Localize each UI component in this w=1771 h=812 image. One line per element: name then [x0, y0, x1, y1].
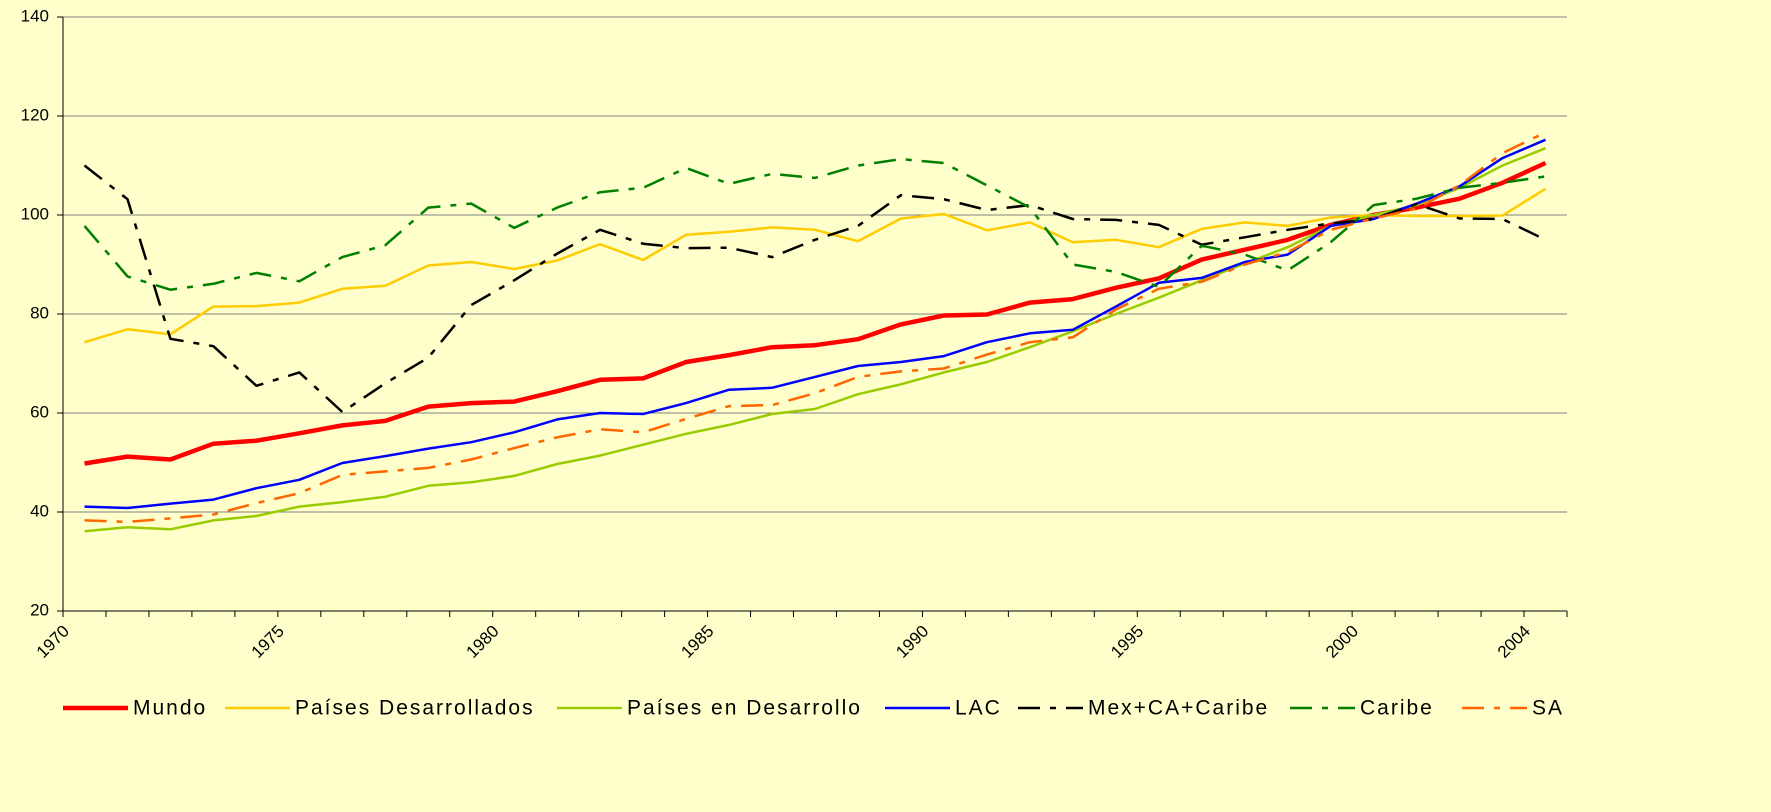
series-line	[83, 157, 1546, 291]
legend-label: LAC	[955, 697, 1002, 720]
legend-label: SA	[1532, 697, 1564, 720]
legend-label: Caribe	[1360, 697, 1434, 720]
y-tick-label: 40	[30, 501, 49, 520]
x-tick-label: 1970	[33, 622, 73, 662]
x-tick-label: 2000	[1322, 622, 1362, 662]
legend-label: Países en Desarrollo	[627, 697, 862, 720]
legend-label: Mundo	[133, 697, 207, 720]
series-line	[84, 147, 1546, 533]
series-line	[84, 160, 1547, 466]
y-tick-label: 120	[21, 105, 49, 124]
y-tick-label: 140	[21, 6, 49, 25]
y-tick-label: 60	[30, 402, 49, 421]
series-line	[84, 187, 1547, 344]
series-line	[83, 164, 1547, 414]
x-tick-label: 1995	[1107, 622, 1147, 662]
y-tick-label: 80	[30, 303, 49, 322]
x-tick-label: 2004	[1494, 622, 1534, 662]
x-tick-label: 1980	[463, 622, 503, 662]
y-tick-label: 100	[21, 204, 49, 223]
legend-label: Países Desarrollados	[295, 697, 535, 720]
series-line	[84, 138, 1546, 510]
x-tick-label: 1990	[892, 622, 932, 662]
x-tick-label: 1985	[677, 622, 717, 662]
x-tick-label: 1975	[248, 622, 288, 662]
y-tick-label: 20	[30, 600, 49, 619]
legend-label: Mex+CA+Caribe	[1088, 697, 1269, 720]
series-line	[84, 131, 1547, 524]
